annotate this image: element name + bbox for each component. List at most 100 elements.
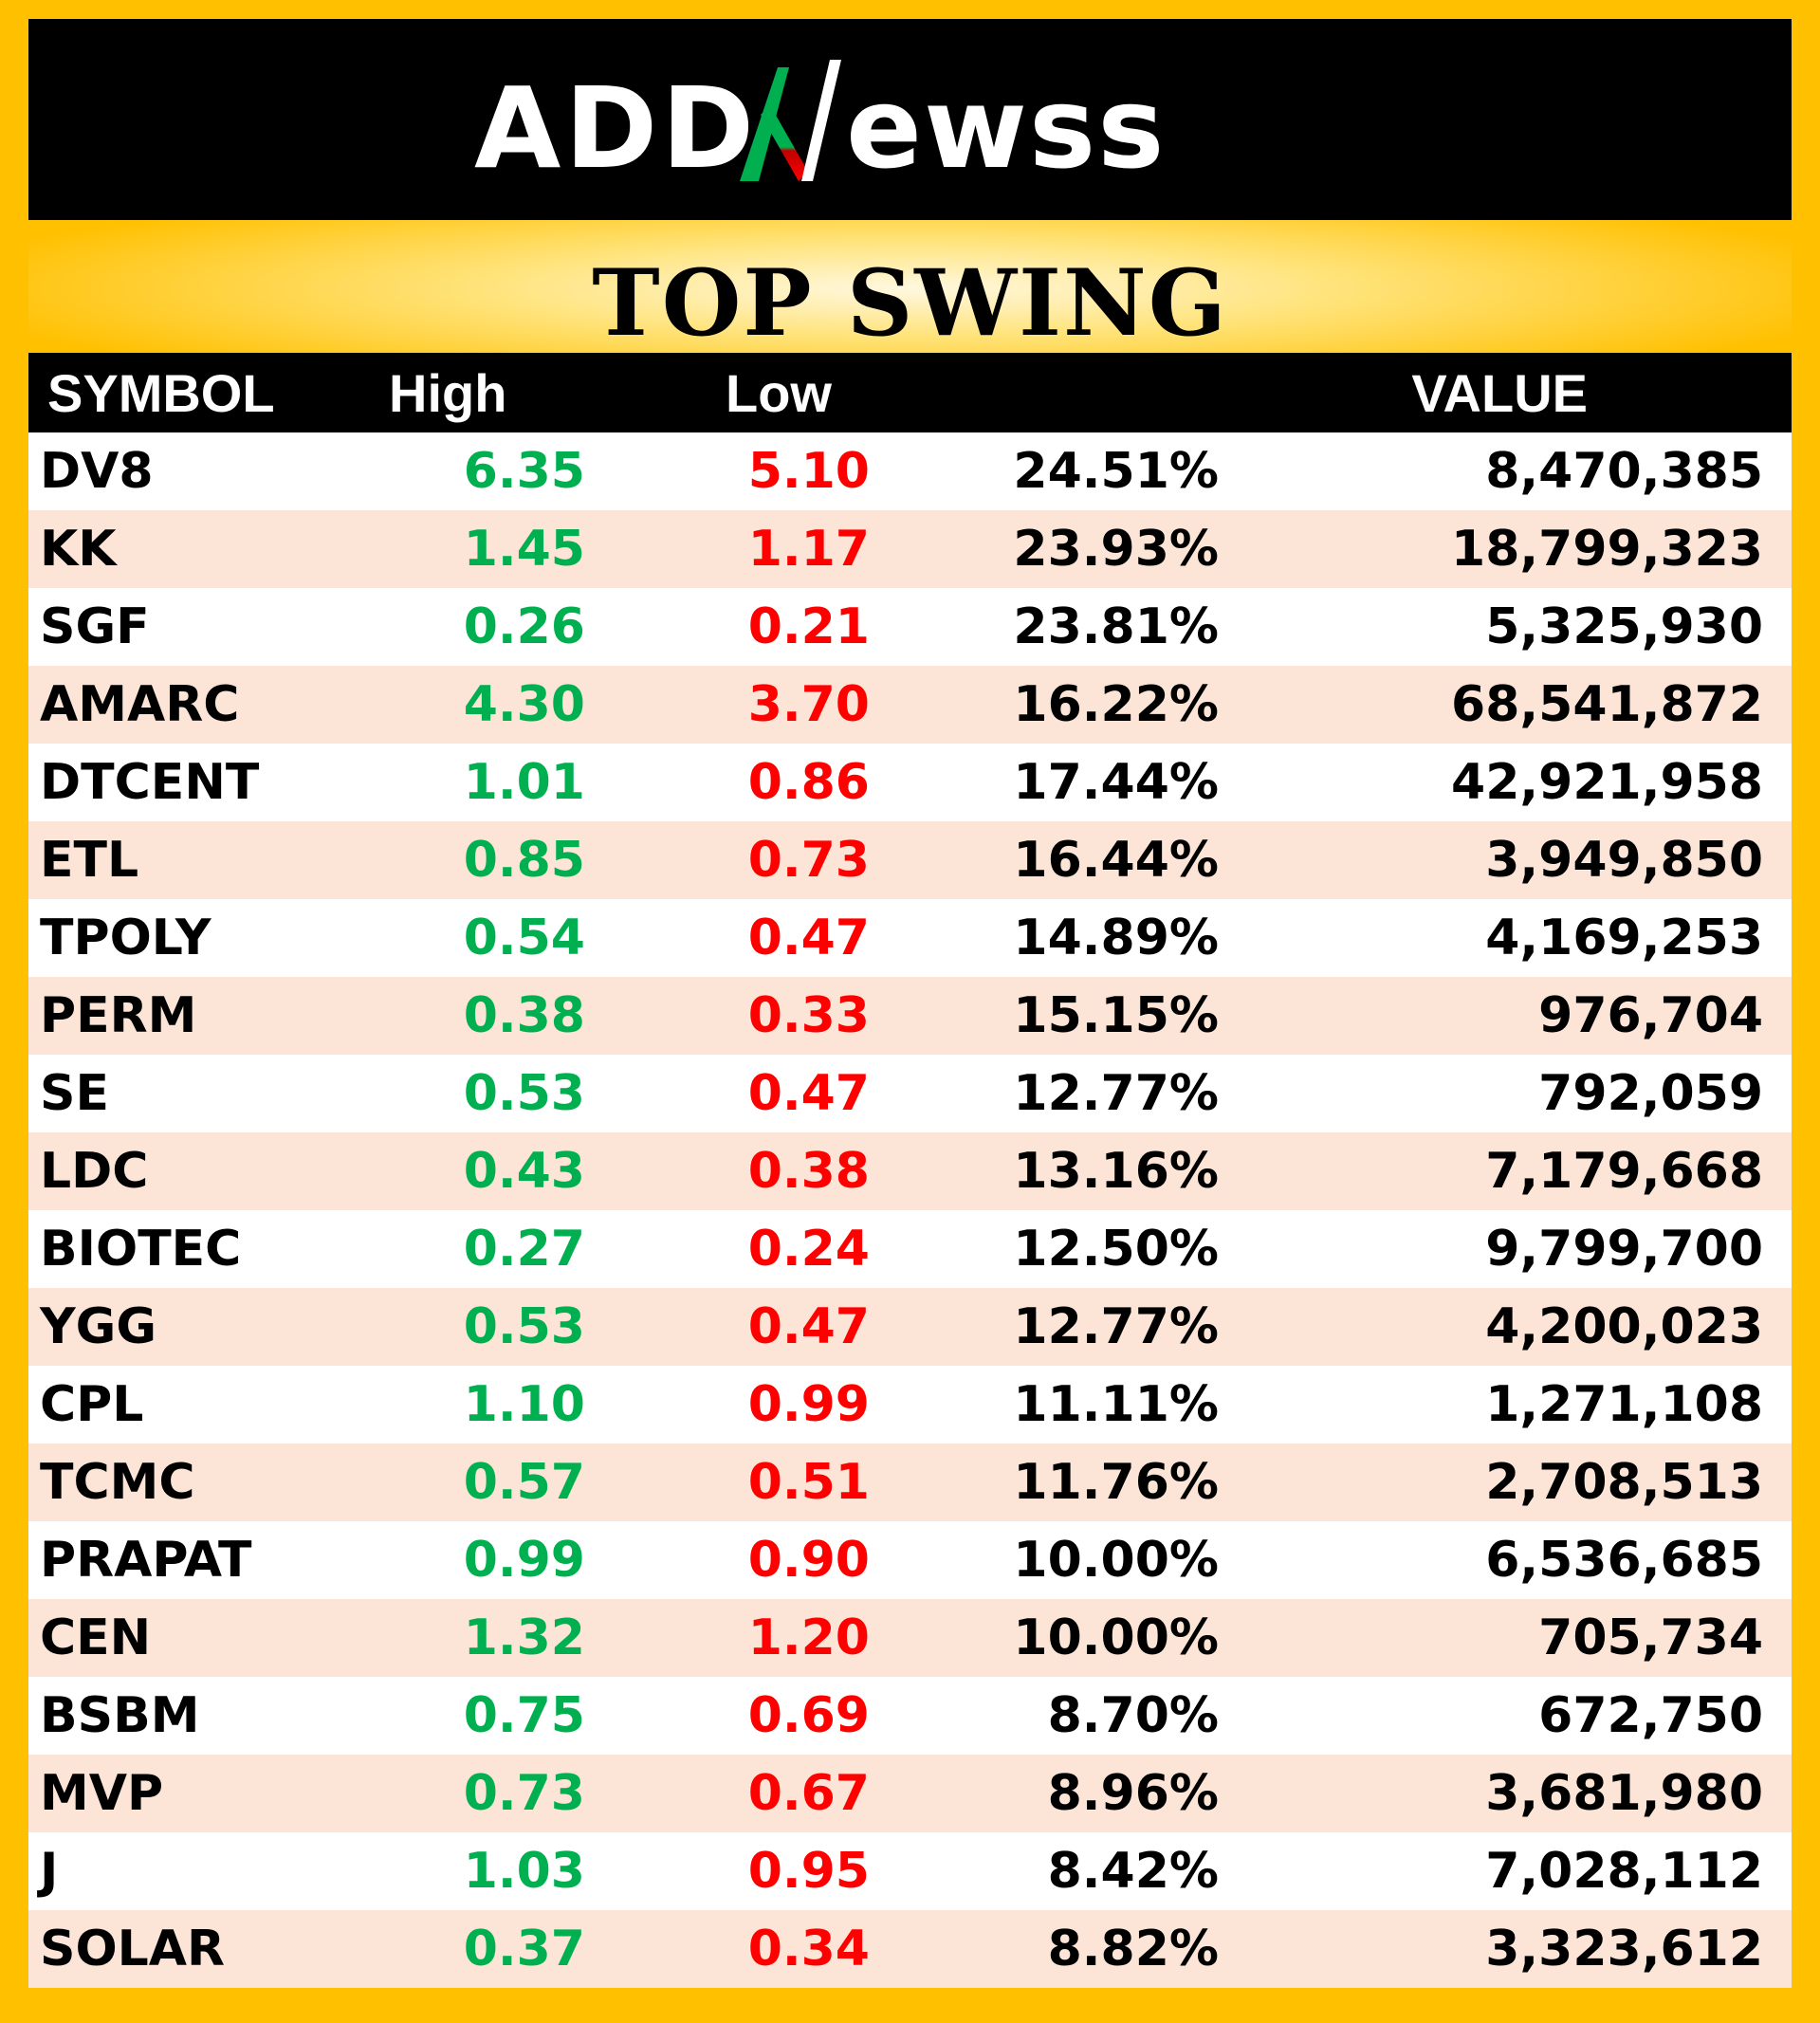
high-cell: 1.10 [463,1376,585,1433]
percent-cell: 11.11% [1013,1376,1219,1433]
symbol-cell: TPOLY [40,910,211,966]
percent-cell: 8.82% [1047,1921,1219,1977]
low-cell: 0.34 [747,1921,870,1977]
low-cell: 0.51 [747,1454,870,1511]
percent-cell: 12.77% [1013,1065,1219,1122]
high-cell: 0.38 [463,987,585,1044]
column-header-low: Low [726,362,832,423]
value-cell: 2,708,513 [1485,1454,1763,1511]
high-cell: 0.26 [463,598,585,655]
symbol-cell: J [40,1843,59,1900]
symbol-cell: PRAPAT [40,1532,252,1589]
high-cell: 0.75 [463,1687,585,1744]
high-cell: 0.99 [463,1532,585,1589]
symbol-cell: BIOTEC [40,1221,242,1278]
swing-table: SYMBOL High Low VALUE DV8 6.35 5.10 24.51% 8… [28,353,1792,1988]
table-row: SGF 0.26 0.21 23.81% 5,325,930 [28,588,1792,666]
value-cell: 792,059 [1538,1065,1763,1122]
table-row: BIOTEC 0.27 0.24 12.50% 9,799,700 [28,1210,1792,1288]
value-cell: 3,949,850 [1485,832,1763,889]
percent-cell: 12.50% [1013,1221,1219,1278]
low-cell: 5.10 [747,443,870,500]
table-row: LDC 0.43 0.38 13.16% 7,179,668 [28,1132,1792,1210]
value-cell: 7,028,112 [1485,1843,1763,1900]
table-row: J 1.03 0.95 8.42% 7,028,112 [28,1832,1792,1910]
value-cell: 976,704 [1538,987,1763,1044]
brand-banner: ADD ewss [28,19,1792,220]
svg-text:ewss: ewss [846,63,1167,193]
symbol-cell: CEN [40,1609,152,1666]
table-row: AMARC 4.30 3.70 16.22% 68,541,872 [28,666,1792,744]
title-strip: TOP SWING [28,220,1792,372]
percent-cell: 11.76% [1013,1454,1219,1511]
low-cell: 0.86 [747,754,870,811]
value-cell: 68,541,872 [1451,676,1763,733]
low-cell: 0.33 [747,987,870,1044]
low-cell: 0.47 [747,1298,870,1355]
percent-cell: 15.15% [1013,987,1219,1044]
value-cell: 672,750 [1538,1687,1763,1744]
high-cell: 0.57 [463,1454,585,1511]
value-cell: 1,271,108 [1485,1376,1763,1433]
table-row: DTCENT 1.01 0.86 17.44% 42,921,958 [28,744,1792,821]
low-cell: 3.70 [747,676,870,733]
percent-cell: 16.22% [1013,676,1219,733]
symbol-cell: SGF [40,598,150,655]
table-row: DV8 6.35 5.10 24.51% 8,470,385 [28,432,1792,510]
value-cell: 8,470,385 [1485,443,1763,500]
table-row: MVP 0.73 0.67 8.96% 3,681,980 [28,1755,1792,1832]
symbol-cell: KK [40,521,117,578]
low-cell: 0.90 [747,1532,870,1589]
symbol-cell: DTCENT [40,754,260,811]
percent-cell: 24.51% [1013,443,1219,500]
value-cell: 42,921,958 [1451,754,1763,811]
low-cell: 0.21 [747,598,870,655]
table-row: PERM 0.38 0.33 15.15% 976,704 [28,977,1792,1055]
low-cell: 1.17 [747,521,870,578]
table-row: SOLAR 0.37 0.34 8.82% 3,323,612 [28,1910,1792,1988]
value-cell: 4,200,023 [1485,1298,1763,1355]
brand-logo: ADD ewss [474,60,1167,193]
value-cell: 9,799,700 [1485,1221,1763,1278]
table-row: CPL 1.10 0.99 11.11% 1,271,108 [28,1366,1792,1444]
high-cell: 0.73 [463,1765,585,1822]
percent-cell: 12.77% [1013,1298,1219,1355]
low-cell: 0.95 [747,1843,870,1900]
percent-cell: 10.00% [1013,1532,1219,1589]
column-header-high: High [389,362,507,423]
high-cell: 6.35 [463,443,585,500]
high-cell: 0.27 [463,1221,585,1278]
low-cell: 0.47 [747,910,870,966]
low-cell: 0.99 [747,1376,870,1433]
percent-cell: 23.93% [1013,521,1219,578]
svg-text:ADD: ADD [474,63,758,193]
table-row: KK 1.45 1.17 23.93% 18,799,323 [28,510,1792,588]
high-cell: 4.30 [463,676,585,733]
table-row: ETL 0.85 0.73 16.44% 3,949,850 [28,821,1792,899]
symbol-cell: MVP [40,1765,164,1822]
symbol-cell: AMARC [40,676,240,733]
symbol-cell: SE [40,1065,109,1122]
high-cell: 1.03 [463,1843,585,1900]
percent-cell: 13.16% [1013,1143,1219,1200]
table-body: DV8 6.35 5.10 24.51% 8,470,385 KK 1.45 1.17 23.9… [28,432,1792,1988]
value-cell: 705,734 [1538,1609,1763,1666]
table-row: PRAPAT 0.99 0.90 10.00% 6,536,685 [28,1521,1792,1599]
percent-cell: 17.44% [1013,754,1219,811]
column-header-value: VALUE [1411,362,1588,423]
low-cell: 0.24 [747,1221,870,1278]
symbol-cell: CPL [40,1376,144,1433]
symbol-cell: ETL [40,832,139,889]
low-cell: 0.47 [747,1065,870,1122]
column-header-symbol: SYMBOL [47,362,275,423]
high-cell: 0.53 [463,1065,585,1122]
value-cell: 4,169,253 [1485,910,1763,966]
table-row: BSBM 0.75 0.69 8.70% 672,750 [28,1677,1792,1755]
table-row: SE 0.53 0.47 12.77% 792,059 [28,1055,1792,1132]
symbol-cell: PERM [40,987,197,1044]
value-cell: 6,536,685 [1485,1532,1763,1589]
low-cell: 0.69 [747,1687,870,1744]
symbol-cell: LDC [40,1143,149,1200]
symbol-cell: DV8 [40,443,154,500]
high-cell: 1.45 [463,521,585,578]
